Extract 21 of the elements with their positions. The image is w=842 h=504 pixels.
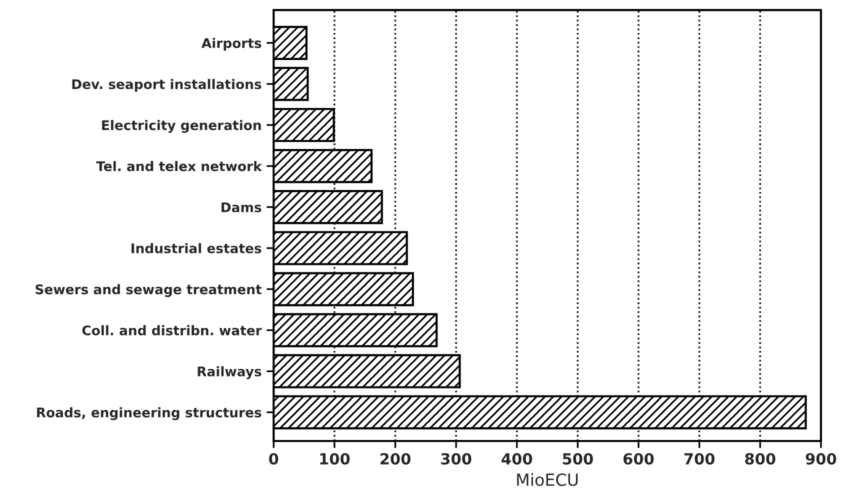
y-tick-label: Industrial estates (132, 243, 262, 254)
x-tick-label: 200 (380, 453, 410, 465)
y-tick-label: Coll. and distribn. water (82, 325, 262, 336)
y-tick-label: Airports (201, 38, 262, 51)
y-tick-label: Dev. seaport installations (72, 78, 262, 92)
y-tick-label: Railways (198, 366, 262, 380)
x-tick-label: 300 (441, 453, 472, 465)
y-tick-label: Roads, engineering structures (37, 407, 262, 420)
y-tick-label: Tel. and telex network (96, 161, 262, 172)
y-tick-label: Electricity generation (102, 120, 261, 133)
x-tick-label: 800 (745, 453, 776, 465)
x-tick-label: 600 (624, 453, 654, 465)
y-tick-label: Dams (222, 202, 262, 212)
x-tick-label: 700 (684, 453, 715, 465)
y-tick-label: Sewers and sewage treatment (36, 284, 262, 298)
x-tick-label: 900 (806, 453, 836, 465)
x-tick-label: 500 (562, 453, 593, 465)
x-axis-title: MioECU (517, 473, 578, 486)
x-tick-label: 0 (269, 453, 278, 465)
x-tick-label: 100 (320, 453, 350, 465)
x-tick-label: 400 (502, 453, 532, 465)
